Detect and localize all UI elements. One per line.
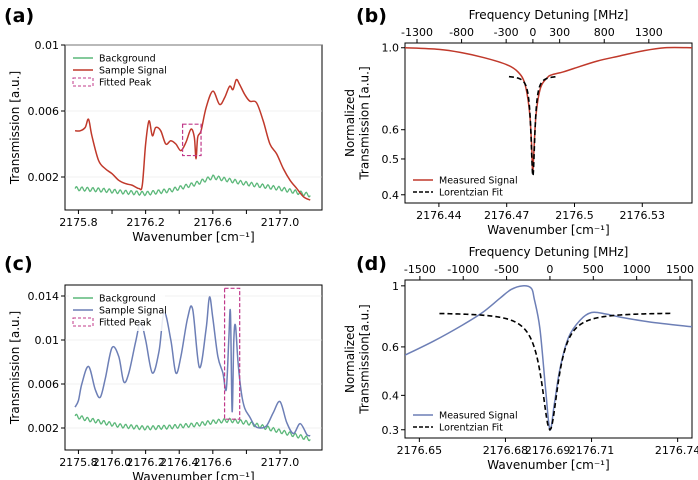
y-tick-label: 0.4 bbox=[382, 189, 400, 202]
top-axis-label-b: Frequency Detuning [MHz] bbox=[469, 8, 629, 22]
panel-a: (a) 2175.8 2176.2 2176.6 2177.0 0.002 0.006 0… bbox=[4, 5, 323, 244]
x-tick-label: 2176.0 bbox=[93, 456, 132, 469]
plot-frame-c bbox=[64, 284, 323, 451]
y-tick-label: 0.006 bbox=[28, 105, 60, 118]
y-axis-label-c: Transmission [a.u.] bbox=[8, 311, 22, 425]
y-tick-label: 0.002 bbox=[28, 171, 60, 184]
y-tick-label: 0.6 bbox=[382, 341, 400, 354]
top-tick-label: 500 bbox=[583, 263, 604, 276]
top-tick-label: -1500 bbox=[404, 263, 436, 276]
legend-swatch bbox=[72, 77, 94, 87]
legend-background bbox=[409, 171, 505, 201]
top-tick-label: 0 bbox=[546, 263, 553, 276]
x-tick-label: 2176.53 bbox=[620, 209, 666, 222]
plot-frame-d bbox=[404, 279, 693, 439]
legend-entry: Lorentzian Fit bbox=[439, 423, 503, 434]
series-measured-signal bbox=[405, 46, 692, 174]
top-tick-label: 1300 bbox=[635, 26, 663, 39]
x-tick-label: 2176.69 bbox=[525, 444, 571, 457]
top-tick-label: -1300 bbox=[401, 26, 433, 39]
legend-entry: Background bbox=[99, 294, 156, 305]
x-tick-label: 2175.8 bbox=[59, 216, 98, 229]
legend-background bbox=[409, 406, 505, 436]
y-tick-label: 0.01 bbox=[35, 39, 60, 52]
y-axis-label-a: Transmission [a.u.] bbox=[8, 71, 22, 185]
series-sample-signal bbox=[75, 78, 311, 201]
legend-entry: Measured Signal bbox=[439, 176, 518, 187]
x-tick-label: 2177.0 bbox=[261, 216, 300, 229]
top-tick-label: 1000 bbox=[623, 263, 651, 276]
x-axis-label-d: Wavenumber [cm⁻¹] bbox=[487, 458, 609, 472]
legend-entry: Lorentzian Fit bbox=[439, 188, 503, 199]
y-tick-label: 1.0 bbox=[382, 42, 400, 55]
y-tick-label: 0.4 bbox=[382, 389, 400, 402]
x-tick-label: 2176.74 bbox=[655, 444, 698, 457]
series-sample-signal bbox=[74, 296, 311, 437]
panel-b: (b) 2176.44 2176.47 2176.5 2176.53 0.4 0.5 0.… bbox=[343, 5, 693, 237]
top-tick-label: 0 bbox=[529, 26, 536, 39]
top-tick-label: 1500 bbox=[666, 263, 694, 276]
x-tick-label: 2176.4 bbox=[160, 456, 199, 469]
x-tick-label: 2176.65 bbox=[397, 444, 443, 457]
series-measured-signal bbox=[405, 285, 692, 431]
x-tick-label: 2176.2 bbox=[126, 216, 165, 229]
y-tick-label: 0.6 bbox=[382, 124, 400, 137]
fitted-peak-box-a bbox=[181, 123, 202, 157]
panel-label-b: (b) bbox=[356, 5, 387, 27]
y-tick-label: 0.3 bbox=[382, 424, 400, 437]
y-tick-label: 1 bbox=[392, 280, 399, 293]
y-tick-label: 0.006 bbox=[28, 378, 60, 391]
top-tick-label: 800 bbox=[594, 26, 615, 39]
x-tick-label: 2176.5 bbox=[555, 209, 594, 222]
x-tick-label: 2176.6 bbox=[194, 216, 233, 229]
x-tick-label: 2176.44 bbox=[416, 209, 462, 222]
legend-entry: Sample Signal bbox=[99, 66, 167, 77]
x-tick-label: 2176.2 bbox=[126, 456, 165, 469]
top-tick-label: -500 bbox=[494, 263, 519, 276]
series-background bbox=[74, 413, 311, 442]
y-tick-label: 0.002 bbox=[28, 422, 60, 435]
y-tick-label: 0.5 bbox=[382, 153, 400, 166]
top-tick-label: -1000 bbox=[447, 263, 479, 276]
top-tick-label: -300 bbox=[494, 26, 519, 39]
y-tick-label: 0.01 bbox=[35, 334, 60, 347]
y-axis-label-b: NormalizedTransmission [a.u.] bbox=[343, 66, 371, 180]
panel-label-a: (a) bbox=[4, 5, 34, 27]
y-axis-label-d: NormalizedTransmission[a.u.] bbox=[343, 304, 371, 414]
fitted-peak-box-c bbox=[223, 287, 241, 420]
legend-entry: Sample Signal bbox=[99, 306, 167, 317]
x-tick-label: 2176.6 bbox=[194, 456, 233, 469]
x-tick-label: 2176.47 bbox=[484, 209, 530, 222]
top-tick-label: 300 bbox=[549, 26, 570, 39]
panel-label-d: (d) bbox=[356, 253, 387, 275]
x-tick-label: 2176.68 bbox=[483, 444, 529, 457]
legend-entry: Fitted Peak bbox=[99, 78, 152, 89]
x-axis-label-b: Wavenumber [cm⁻¹] bbox=[487, 223, 609, 237]
series-background bbox=[74, 174, 311, 198]
legend-entry: Background bbox=[99, 54, 156, 65]
x-axis-label-c: Wavenumber [cm⁻¹] bbox=[132, 470, 254, 480]
top-tick-label: -800 bbox=[449, 26, 474, 39]
y-tick-label: 0.014 bbox=[28, 290, 60, 303]
x-tick-label: 2177.0 bbox=[261, 456, 300, 469]
top-axis-label-d: Frequency Detuning [MHz] bbox=[469, 245, 629, 259]
series-lorentzian-fit bbox=[508, 75, 557, 177]
x-axis-label-a: Wavenumber [cm⁻¹] bbox=[132, 230, 254, 244]
x-tick-label: 2175.8 bbox=[59, 456, 98, 469]
panel-label-c: (c) bbox=[4, 253, 33, 275]
legend-entry: Measured Signal bbox=[439, 411, 518, 422]
panel-d: (d) 2176.65 2176.68 2176.71 2176.742176.69 … bbox=[343, 245, 698, 472]
plot-frame-b bbox=[404, 42, 693, 204]
x-tick-label: 2176.71 bbox=[569, 444, 615, 457]
legend-swatch bbox=[72, 317, 94, 327]
legend-entry: Fitted Peak bbox=[99, 318, 152, 329]
